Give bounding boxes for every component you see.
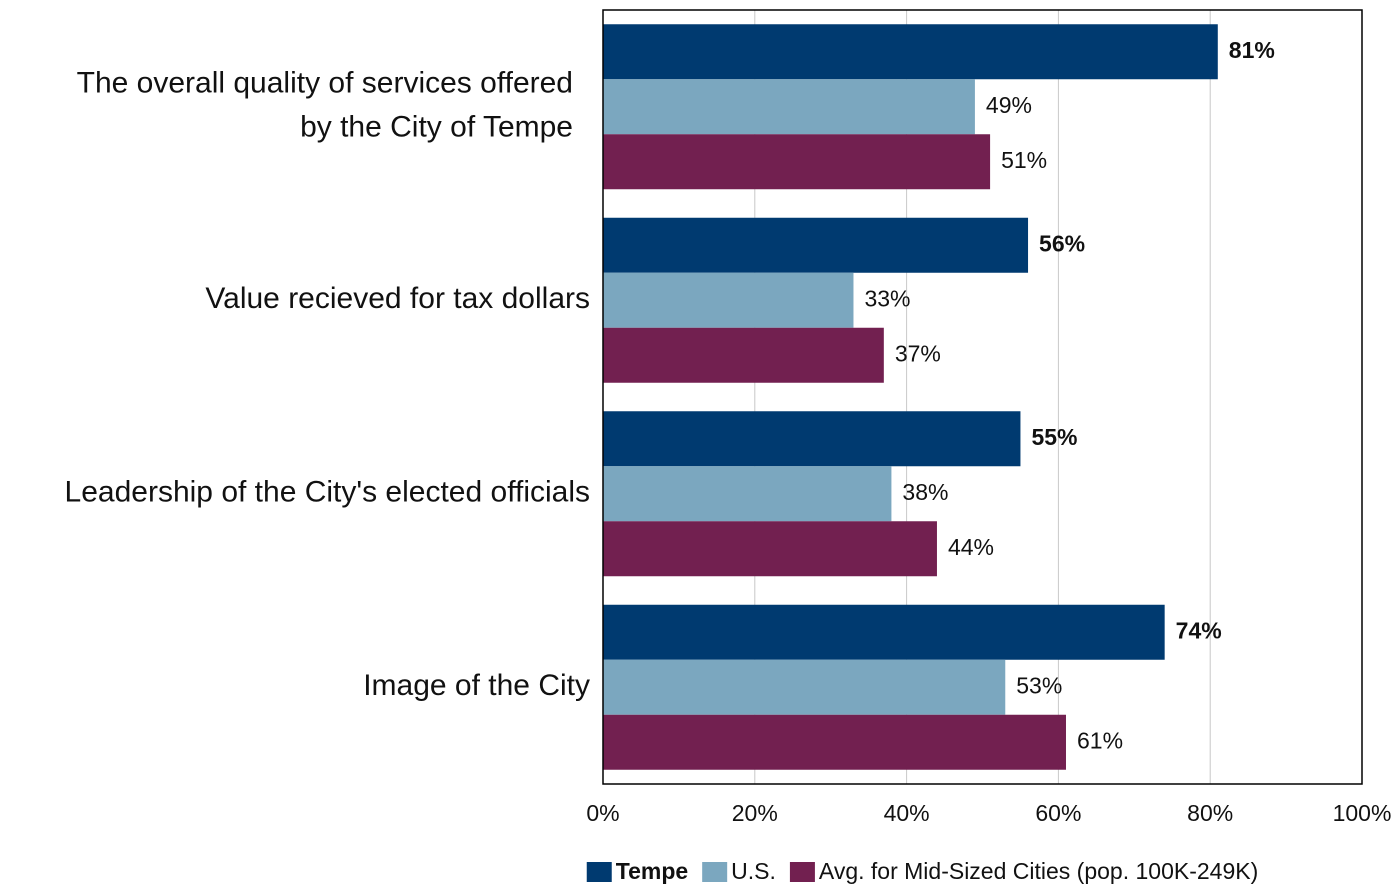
value-label: 37% [895, 340, 941, 366]
category-label: Leadership of the City's elected officia… [65, 476, 590, 509]
value-label: 44% [948, 534, 994, 560]
x-tick-label: 80% [1187, 800, 1233, 826]
legend-swatch [702, 862, 728, 882]
bar [603, 79, 975, 135]
category-label: Value recieved for tax dollars [205, 282, 590, 315]
category-label: by the City of Tempe [300, 111, 573, 144]
value-label: 56% [1039, 230, 1085, 256]
bar [603, 521, 937, 577]
x-tick-label: 40% [884, 800, 930, 826]
value-label: 53% [1016, 672, 1062, 698]
category-label: Image of the City [363, 669, 590, 702]
legend-label: Tempe [616, 858, 688, 884]
bar [603, 411, 1021, 467]
value-label: 38% [902, 479, 948, 505]
bar [603, 134, 991, 190]
x-tick-label: 60% [1035, 800, 1081, 826]
bar [603, 714, 1066, 770]
legend-label: Avg. for Mid-Sized Cities (pop. 100K-249… [819, 858, 1258, 884]
legend-swatch [789, 862, 815, 882]
value-label: 74% [1176, 617, 1222, 643]
bar [603, 24, 1218, 80]
bar [603, 272, 854, 328]
value-label: 51% [1001, 147, 1047, 173]
legend-swatch [586, 862, 612, 882]
bar [603, 217, 1029, 273]
value-label: 55% [1031, 424, 1077, 450]
legend-label: U.S. [731, 858, 776, 884]
value-label: 49% [986, 92, 1032, 118]
value-label: 81% [1229, 37, 1275, 63]
bar [603, 604, 1165, 660]
bar [603, 659, 1006, 715]
value-label: 33% [864, 285, 910, 311]
x-tick-label: 20% [732, 800, 778, 826]
bar [603, 327, 884, 383]
category-label: The overall quality of services offered [77, 67, 573, 100]
bar [603, 466, 892, 522]
value-label: 61% [1077, 727, 1123, 753]
x-tick-label: 0% [586, 800, 619, 826]
x-tick-label: 100% [1333, 800, 1392, 826]
plot-frame [602, 9, 1363, 785]
